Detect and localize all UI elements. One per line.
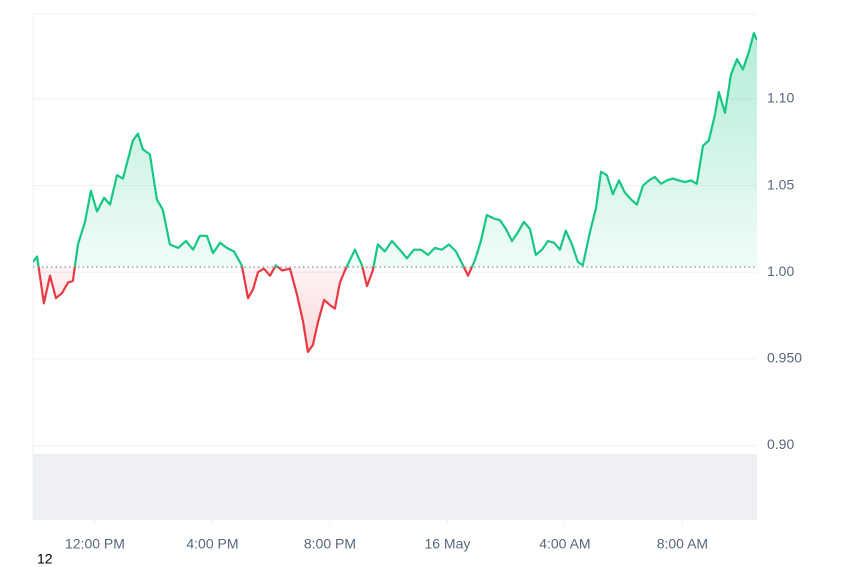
x-tick-label: 16 May bbox=[424, 536, 470, 552]
y-tick-label: 1.00 bbox=[767, 263, 794, 279]
y-tick-label: 1.10 bbox=[767, 90, 794, 106]
y-tick-label: 0.90 bbox=[767, 436, 794, 452]
x-tick-label: 4:00 AM bbox=[539, 536, 590, 552]
corner-label: 12 bbox=[37, 551, 53, 567]
x-tick-label: 12:00 PM bbox=[65, 536, 125, 552]
volume-area bbox=[33, 455, 757, 520]
y-tick-label: 0.950 bbox=[767, 350, 802, 366]
y-tick-label: 1.05 bbox=[767, 176, 794, 192]
x-tick-label: 4:00 PM bbox=[186, 536, 238, 552]
price-line bbox=[33, 32, 757, 353]
x-tick-label: 8:00 AM bbox=[657, 536, 708, 552]
price-area bbox=[33, 33, 757, 352]
x-tick-label: 8:00 PM bbox=[304, 536, 356, 552]
